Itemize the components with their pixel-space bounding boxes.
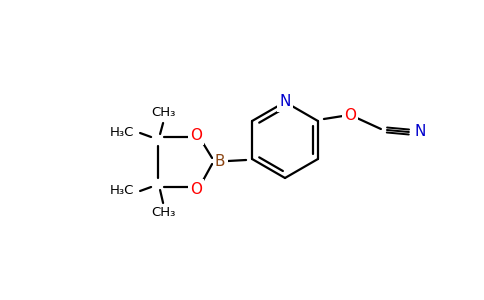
Text: CH₃: CH₃ — [151, 106, 175, 119]
Text: CH₃: CH₃ — [151, 206, 175, 220]
Text: H₃C: H₃C — [110, 184, 134, 197]
Text: H₃C: H₃C — [110, 127, 134, 140]
Text: O: O — [344, 109, 356, 124]
Text: B: B — [215, 154, 226, 169]
Text: N: N — [414, 124, 425, 140]
Text: N: N — [279, 94, 291, 110]
Text: O: O — [190, 182, 202, 196]
Text: O: O — [190, 128, 202, 142]
